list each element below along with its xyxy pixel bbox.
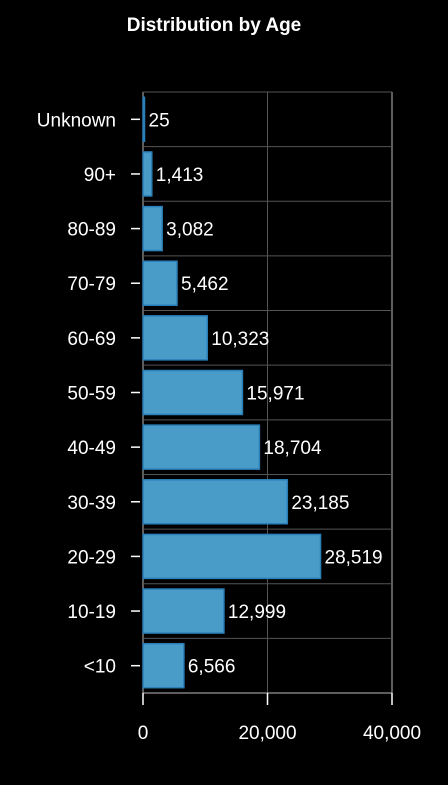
bar-40-49 bbox=[142, 424, 261, 470]
data-label: 3,082 bbox=[166, 220, 214, 241]
bar-unknown bbox=[142, 96, 146, 143]
y-tick-label: 40-49 bbox=[67, 438, 116, 459]
y-axis: Unknown 90+ 80-89 70-79 60-69 50-59 40-49 30-39… bbox=[37, 110, 140, 678]
bar-70-79 bbox=[142, 260, 178, 306]
data-label: 6,566 bbox=[188, 657, 236, 678]
data-label: 18,704 bbox=[263, 438, 322, 459]
x-tick-label: 20,000 bbox=[238, 723, 296, 744]
data-label: 15,971 bbox=[246, 384, 304, 405]
x-tick-label: 0 bbox=[138, 723, 149, 744]
bar-10-19 bbox=[142, 588, 225, 634]
bar-30-39 bbox=[142, 479, 289, 525]
y-tick-label: 20-29 bbox=[67, 547, 116, 568]
y-tick-label: 70-79 bbox=[67, 274, 116, 295]
data-label: 25 bbox=[149, 110, 170, 131]
y-tick-label: <10 bbox=[84, 657, 116, 678]
y-tick-label: Unknown bbox=[37, 110, 116, 131]
y-tick-label: 50-59 bbox=[67, 384, 116, 405]
data-label: 12,999 bbox=[228, 602, 286, 623]
x-axis: 0 20,000 40,000 bbox=[138, 692, 421, 744]
y-tick-label: 60-69 bbox=[67, 329, 116, 350]
bar-50-59 bbox=[142, 369, 244, 416]
x-tick-label: 40,000 bbox=[363, 723, 421, 744]
data-label: 5,462 bbox=[181, 274, 229, 295]
chart-title: Distribution by Age bbox=[127, 15, 302, 36]
y-tick-label: 80-89 bbox=[67, 220, 116, 241]
data-label: 1,413 bbox=[156, 165, 204, 186]
data-label: 28,519 bbox=[325, 547, 383, 568]
data-label: 23,185 bbox=[291, 493, 349, 514]
bar-80-89 bbox=[142, 205, 163, 252]
value-labels: 25 1,413 3,082 5,462 10,323 15,971 18,704 23,18… bbox=[149, 110, 383, 677]
data-label: 10,323 bbox=[211, 329, 269, 350]
bar-60-69 bbox=[142, 315, 209, 361]
bar-90 bbox=[142, 151, 153, 197]
y-tick-label: 90+ bbox=[84, 165, 116, 186]
y-tick-label: 10-19 bbox=[67, 602, 116, 623]
bar-20-29 bbox=[142, 533, 322, 580]
y-tick-label: 30-39 bbox=[67, 493, 116, 514]
bars bbox=[142, 96, 322, 689]
bar-10 bbox=[142, 642, 185, 689]
